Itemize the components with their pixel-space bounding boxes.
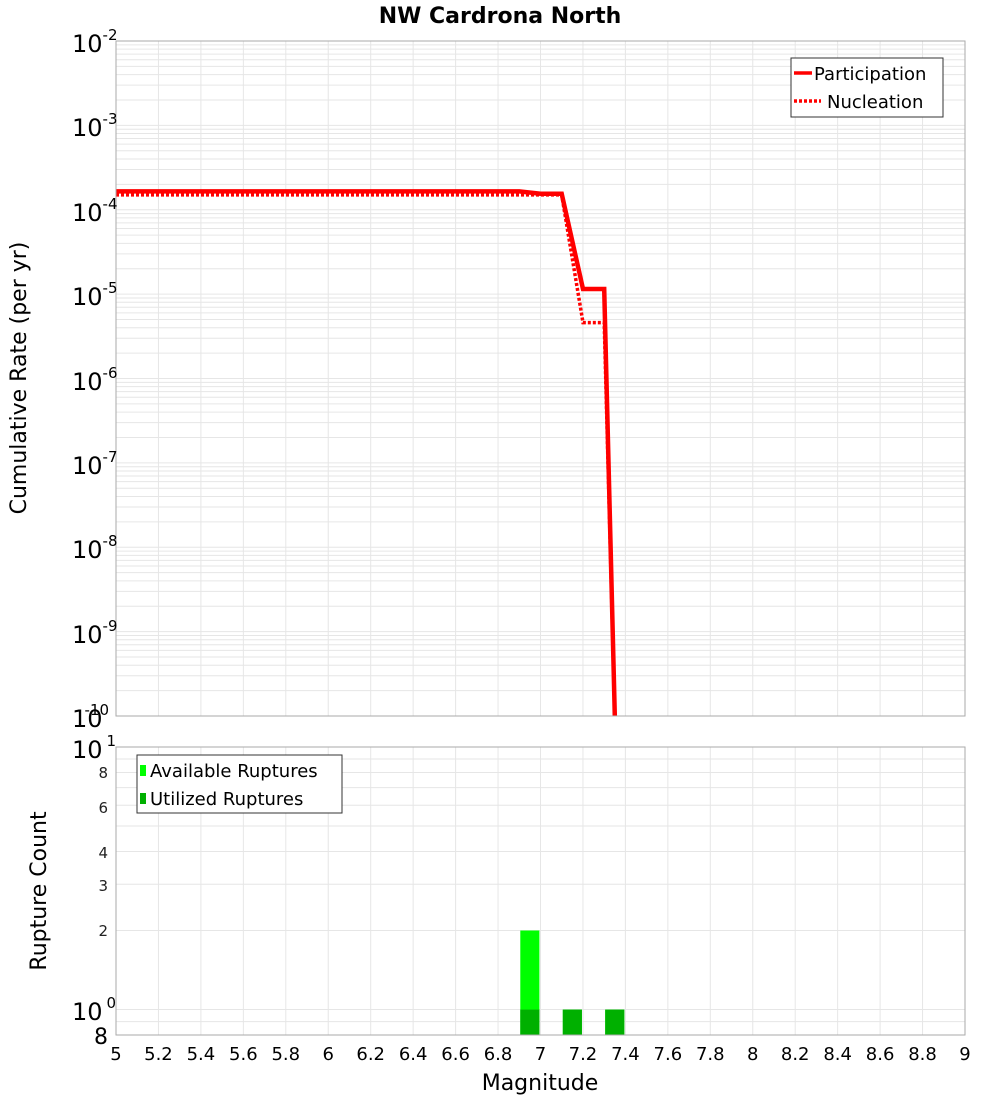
utilized-ruptures-bar (605, 1010, 624, 1035)
y-tick-0.8: 8 (94, 1025, 108, 1050)
x-tick-label: 6 (323, 1044, 334, 1065)
chart-title: NW Cardrona North (379, 4, 622, 29)
y-tick-1e-7: 10-7 (72, 448, 118, 480)
y-tick-1e-6: 10-6 (72, 364, 118, 396)
top-plot: 10-2 10-3 10-4 10-5 10-6 10-7 10-8 10-9 … (7, 26, 965, 733)
x-tick-label: 5.2 (144, 1044, 173, 1065)
y-tick-3: 3 (98, 877, 108, 895)
nucleation-legend-label: Nucleation (827, 92, 923, 113)
x-tick-label: 6.8 (484, 1044, 513, 1065)
available-legend-swatch (140, 765, 146, 776)
top-plot-grid (116, 41, 965, 716)
x-tick-label: 9 (959, 1044, 970, 1065)
bottom-plot: 101 8 6 4 3 2 100 8 5 5.2 5.4 5.6 5.8 6 6.2 6.4… (27, 732, 971, 1096)
x-tick-label: 6.6 (441, 1044, 470, 1065)
utilized-ruptures-bar (520, 1010, 539, 1035)
y-tick-1e-8: 10-8 (72, 532, 118, 564)
y-tick-1e-5: 10-5 (72, 279, 118, 311)
bottom-y-ticks: 101 8 6 4 3 2 100 8 (72, 732, 116, 1050)
bottom-y-axis-label: Rupture Count (27, 811, 52, 971)
x-tick-label: 8 (747, 1044, 758, 1065)
y-tick-10: 101 (72, 732, 116, 764)
y-tick-1e-2: 10-2 (72, 26, 118, 58)
x-axis-ticks: 5 5.2 5.4 5.6 5.8 6 6.2 6.4 6.6 6.8 7 7.2 7.4 7.6 7.8 8… (110, 1044, 970, 1065)
x-tick-label: 7.8 (696, 1044, 725, 1065)
utilized-ruptures-bar (563, 1010, 582, 1035)
y-tick-1e-3: 10-3 (72, 110, 118, 142)
y-tick-1e-10: 10-10 (72, 701, 109, 733)
x-tick-label: 7.6 (654, 1044, 683, 1065)
bottom-legend: Available Ruptures Utilized Ruptures (137, 755, 342, 813)
y-tick-1e-9: 10-9 (72, 617, 118, 649)
x-tick-label: 8.6 (866, 1044, 895, 1065)
x-tick-label: 5 (110, 1044, 121, 1065)
y-tick-1: 100 (72, 994, 116, 1026)
x-tick-label: 7.4 (611, 1044, 640, 1065)
x-tick-label: 6.2 (356, 1044, 385, 1065)
utilized-legend-swatch (140, 793, 146, 804)
y-tick-6: 6 (98, 799, 108, 817)
x-tick-label: 5.6 (229, 1044, 258, 1065)
participation-legend-label: Participation (814, 64, 926, 85)
x-tick-label: 8.8 (908, 1044, 937, 1065)
x-tick-label: 6.4 (399, 1044, 428, 1065)
y-tick-4: 4 (98, 844, 108, 862)
available-legend-label: Available Ruptures (150, 761, 318, 782)
utilized-legend-label: Utilized Ruptures (150, 789, 303, 810)
x-tick-label: 5.8 (271, 1044, 300, 1065)
chart-canvas: NW Cardrona North 10-2 10-3 10-4 10-5 10… (0, 0, 1000, 1100)
y-tick-1e-4: 10-4 (72, 195, 118, 227)
x-axis-label: Magnitude (482, 1071, 599, 1096)
x-tick-label: 5.4 (187, 1044, 216, 1065)
top-legend: Participation Nucleation (791, 58, 943, 117)
y-tick-2: 2 (98, 922, 108, 940)
x-tick-label: 8.4 (823, 1044, 852, 1065)
top-y-ticks: 10-2 10-3 10-4 10-5 10-6 10-7 10-8 10-9 … (72, 26, 118, 733)
x-tick-label: 8.2 (781, 1044, 810, 1065)
top-y-axis-label: Cumulative Rate (per yr) (7, 242, 32, 515)
x-tick-label: 7 (535, 1044, 546, 1065)
y-tick-8: 8 (98, 764, 108, 782)
x-tick-label: 7.2 (569, 1044, 598, 1065)
